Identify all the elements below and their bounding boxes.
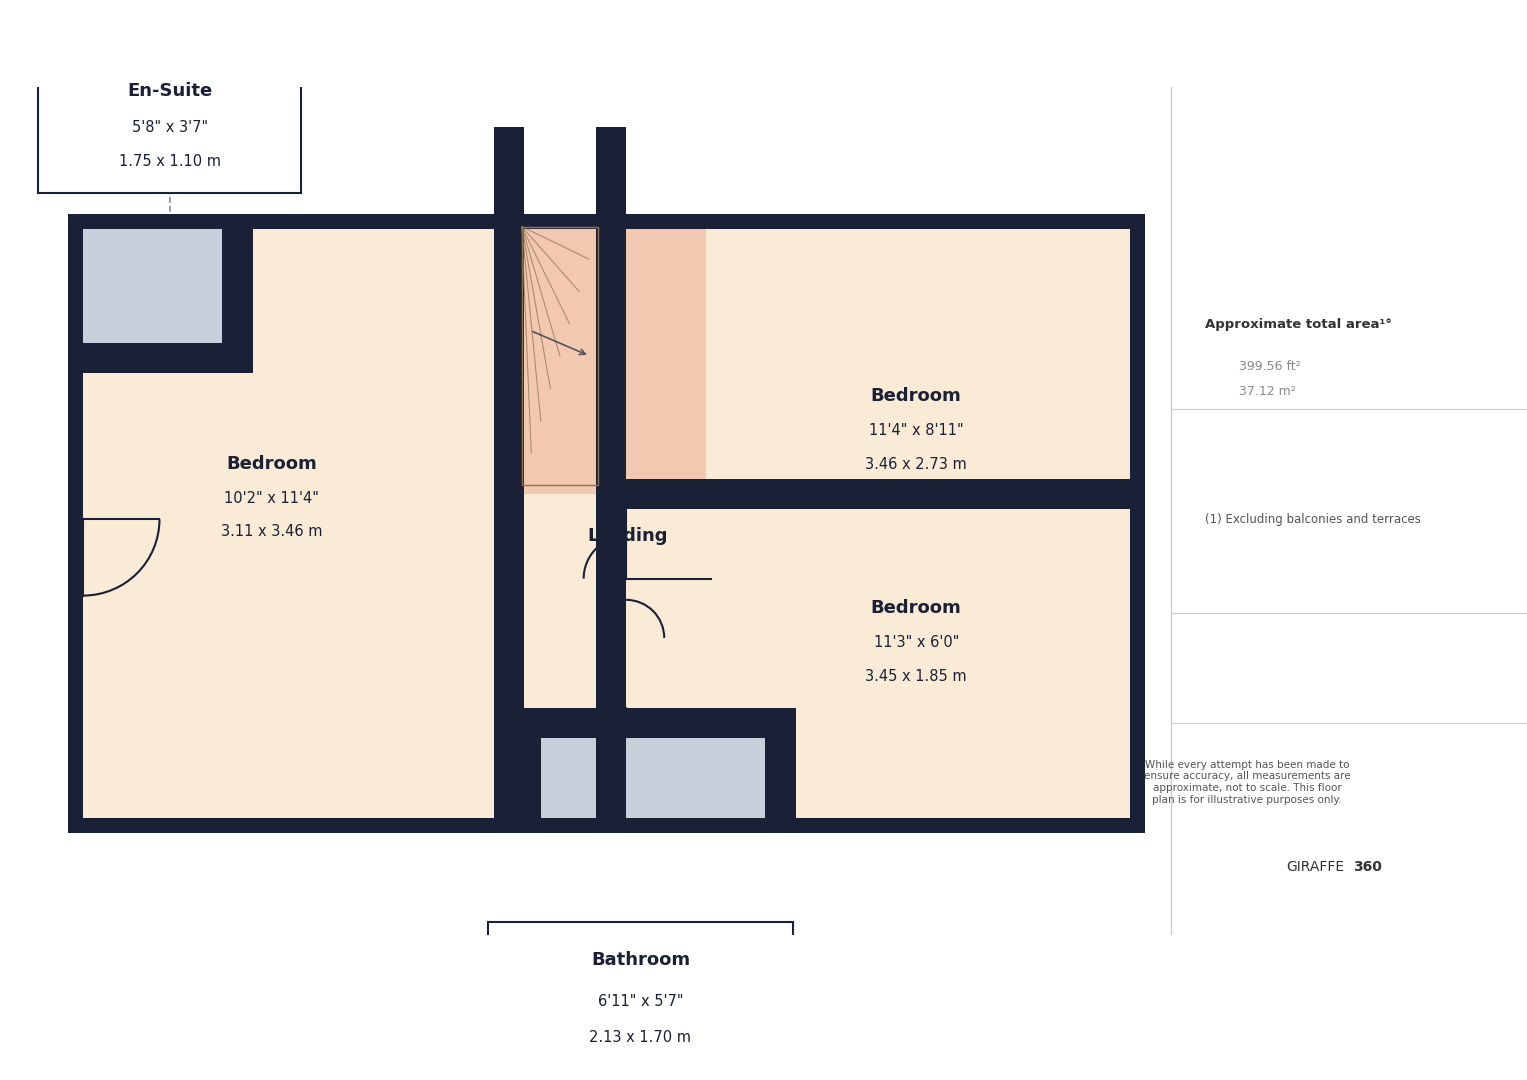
Text: 11'4" x 8'11": 11'4" x 8'11": [869, 422, 964, 437]
FancyBboxPatch shape: [38, 49, 301, 192]
Bar: [626, 478, 1130, 509]
Text: 6'11" x 5'7": 6'11" x 5'7": [597, 994, 683, 1009]
Bar: [510, 707, 796, 738]
Text: 360: 360: [1353, 860, 1382, 874]
Text: 399.56 ft²: 399.56 ft²: [1238, 360, 1299, 373]
Text: 3.46 x 2.73 m: 3.46 x 2.73 m: [866, 457, 967, 472]
Text: 37.12 m²: 37.12 m²: [1238, 386, 1295, 399]
Bar: [765, 723, 796, 818]
Bar: [626, 229, 1130, 478]
Text: Approximate total area¹°: Approximate total area¹°: [1205, 318, 1391, 330]
Text: 5'8" x 3'7": 5'8" x 3'7": [131, 120, 208, 135]
Text: 1.75 x 1.10 m: 1.75 x 1.10 m: [119, 153, 221, 168]
FancyBboxPatch shape: [487, 922, 793, 1066]
Bar: [541, 738, 765, 818]
Bar: [596, 127, 626, 818]
Bar: [82, 342, 253, 374]
Text: GIRAFFE: GIRAFFE: [1286, 860, 1344, 874]
Text: 10'2" x 11'4": 10'2" x 11'4": [224, 490, 319, 505]
Text: Bedroom: Bedroom: [870, 599, 962, 618]
Bar: [524, 229, 705, 818]
Bar: [522, 227, 599, 485]
Bar: [82, 229, 238, 359]
Text: 11'3" x 6'0": 11'3" x 6'0": [873, 635, 959, 650]
Text: Bedroom: Bedroom: [870, 388, 962, 405]
Bar: [223, 229, 253, 374]
Text: Bathroom: Bathroom: [591, 951, 690, 970]
Bar: [626, 509, 1130, 818]
Bar: [510, 723, 541, 818]
Text: Landing: Landing: [588, 527, 667, 545]
Text: (1) Excluding balconies and terraces: (1) Excluding balconies and terraces: [1205, 513, 1420, 526]
Bar: [524, 229, 705, 494]
Text: Bedroom: Bedroom: [226, 455, 316, 473]
Text: 3.45 x 1.85 m: 3.45 x 1.85 m: [866, 669, 967, 684]
Bar: [493, 127, 524, 818]
Bar: [82, 229, 493, 818]
Text: While every attempt has been made to
ensure accuracy, all measurements are
appro: While every attempt has been made to ens…: [1144, 760, 1350, 805]
Text: 2.13 x 1.70 m: 2.13 x 1.70 m: [589, 1030, 692, 1045]
Text: 3.11 x 3.46 m: 3.11 x 3.46 m: [221, 525, 322, 540]
Text: En-Suite: En-Suite: [127, 82, 212, 99]
FancyBboxPatch shape: [67, 214, 1145, 833]
